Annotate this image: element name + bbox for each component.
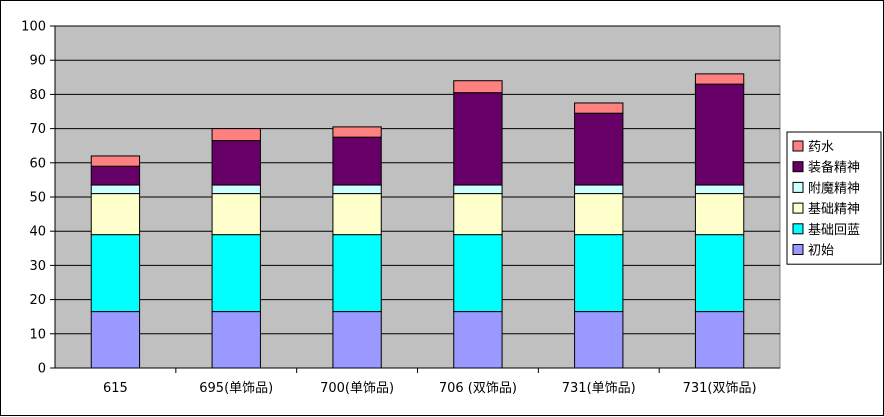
bar-segment	[574, 311, 624, 369]
bar-segment	[332, 311, 382, 369]
bar-segment	[453, 311, 503, 369]
bar-segment	[332, 234, 382, 313]
bar-segment	[332, 184, 382, 195]
bar-segment	[332, 193, 382, 236]
x-tick-label: 615	[103, 381, 128, 396]
y-tick-label: 60	[29, 156, 46, 171]
y-tick-label: 10	[29, 327, 46, 342]
legend-label: 基础回蓝	[808, 223, 860, 238]
bar-segment	[332, 136, 382, 186]
y-tick-label: 40	[29, 225, 46, 240]
bar-segment	[574, 234, 624, 313]
x-tick-label: 731(双饰品)	[683, 381, 757, 396]
legend-swatch	[792, 140, 804, 152]
bar-segment	[453, 184, 503, 195]
bar-segment	[211, 311, 261, 369]
bar-segment	[694, 311, 745, 369]
legend-swatch	[792, 223, 804, 235]
bar-segment	[574, 184, 624, 195]
bar-segment	[574, 193, 624, 236]
bar-segment	[453, 92, 503, 186]
y-tick-label: 90	[29, 54, 46, 69]
y-tick-label: 50	[29, 191, 46, 206]
legend-swatch	[792, 161, 804, 173]
y-tick-label: 100	[21, 20, 46, 35]
y-tick-label: 30	[29, 259, 46, 274]
y-tick-label: 70	[29, 122, 46, 137]
bar-segment	[90, 234, 141, 313]
bar-segment	[332, 126, 382, 138]
x-tick-label: 706 (双饰品)	[439, 381, 517, 396]
legend-label: 基础精神	[808, 202, 860, 217]
bar-segment	[574, 112, 624, 186]
bar-segment	[90, 165, 141, 186]
bar-segment	[211, 193, 261, 236]
legend-label: 初始	[808, 244, 834, 259]
bar-segment	[90, 184, 141, 195]
bar-segment	[211, 140, 261, 186]
legend-label: 药水	[808, 140, 834, 155]
bar-segment	[694, 234, 745, 313]
bar-segment	[453, 193, 503, 236]
y-tick-label: 0	[38, 362, 46, 377]
bar-segment	[90, 155, 141, 167]
bar-segment	[694, 83, 745, 186]
y-tick-label: 80	[29, 88, 46, 103]
bar-segment	[90, 193, 141, 236]
bar-segment	[694, 184, 745, 195]
bar-segment	[211, 184, 261, 195]
y-tick-label: 20	[29, 293, 46, 308]
x-tick-label: 695(单饰品)	[199, 381, 273, 396]
bar-segment	[211, 128, 261, 142]
legend-swatch	[792, 202, 804, 214]
bar-segment	[574, 102, 624, 114]
legend-label: 装备精神	[808, 160, 860, 176]
legend	[786, 131, 882, 265]
legend-label: 附魔精神	[808, 181, 860, 196]
bar-segment	[453, 80, 503, 94]
bar-segment	[211, 234, 261, 313]
x-tick-label: 731(单饰品)	[562, 381, 636, 396]
legend-swatch	[792, 181, 804, 193]
bar-segment	[453, 234, 503, 313]
bar-segment	[694, 193, 745, 236]
x-tick-label: 700(单饰品)	[320, 381, 394, 396]
legend-swatch	[792, 244, 804, 255]
bar-segment	[90, 311, 141, 369]
bar-segment	[694, 73, 745, 85]
